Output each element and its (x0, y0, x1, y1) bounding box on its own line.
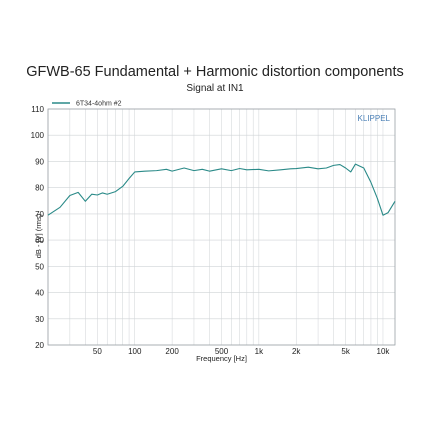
x-tick-label: 2k (292, 347, 301, 356)
legend-label: 6T34-4ohm #2 (76, 101, 122, 108)
chart-subtitle: Signal at IN1 (186, 83, 244, 94)
y-tick-label: 20 (35, 341, 44, 350)
x-tick-label: 1k (255, 347, 264, 356)
chart-title: GFWB-65 Fundamental + Harmonic distortio… (26, 64, 404, 80)
x-tick-label: 10k (377, 347, 391, 356)
legend-box (49, 98, 139, 108)
x-tick-label: 100 (128, 347, 142, 356)
y-tick-label: 30 (35, 315, 44, 324)
x-axis-label: Frequency [Hz] (196, 354, 247, 363)
plot-frame (47, 108, 396, 346)
x-tick-label: 50 (93, 347, 102, 356)
x-tick-label: 200 (165, 347, 179, 356)
y-tick-label: 110 (31, 105, 44, 114)
y-tick-label: 50 (35, 262, 44, 271)
y-tick-label: 40 (35, 289, 44, 298)
watermark-klippel: KLIPPEL (358, 114, 391, 123)
x-tick-label: 5k (341, 347, 350, 356)
y-tick-label: 60 (35, 236, 44, 245)
y-tick-label: 90 (35, 157, 44, 166)
x-tick-label: 500 (215, 347, 229, 356)
y-tick-label: 70 (35, 210, 44, 219)
series-line (47, 163, 396, 216)
y-tick-label: 80 (35, 184, 44, 193)
y-tick-label: 100 (31, 131, 45, 140)
